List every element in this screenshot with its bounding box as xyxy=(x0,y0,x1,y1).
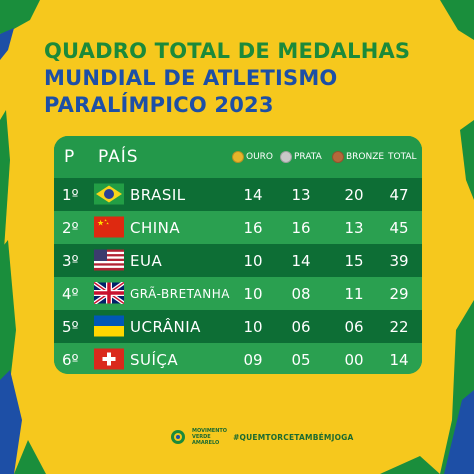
row-gold: 16 xyxy=(243,218,263,237)
row-gold: 10 xyxy=(243,251,263,270)
row-bronze: 00 xyxy=(344,350,364,369)
svg-text:★: ★ xyxy=(106,222,109,226)
row-total: 29 xyxy=(389,284,409,303)
row-position: 6º xyxy=(62,350,79,369)
table-row: 1º BRASIL 14 13 20 47 xyxy=(54,178,422,211)
row-total: 39 xyxy=(389,251,409,270)
hashtag: #QUEMTORCETAMBÉMJOGA xyxy=(233,432,354,442)
usa-flag-icon xyxy=(94,249,124,271)
table-header: P PAÍS OURO PRATA BRONZE TOTAL xyxy=(54,136,422,178)
footer: MOVIMENTO VERDE AMARELO #QUEMTORCETAMBÉM… xyxy=(170,428,354,446)
svg-text:★: ★ xyxy=(104,219,107,223)
header-bronze: BRONZE xyxy=(332,136,384,178)
table-row: 5º UCRÂNIA 10 06 06 22 xyxy=(54,310,422,343)
row-country: SUÍÇA xyxy=(130,350,179,369)
silver-medal-icon xyxy=(280,151,292,163)
row-total: 45 xyxy=(389,218,409,237)
row-country: UCRÂNIA xyxy=(130,317,201,336)
row-silver: 08 xyxy=(291,284,311,303)
row-silver: 14 xyxy=(291,251,311,270)
uk-flag-icon xyxy=(94,282,124,304)
header-silver: PRATA xyxy=(280,136,322,178)
gold-medal-icon xyxy=(232,151,244,163)
row-total: 47 xyxy=(389,185,409,204)
row-total: 14 xyxy=(389,350,409,369)
logo-icon xyxy=(171,430,185,444)
row-gold: 09 xyxy=(243,350,263,369)
header-country: PAÍS xyxy=(98,147,139,167)
row-gold: 10 xyxy=(243,284,263,303)
title-line-1: QUADRO TOTAL DE MEDALHAS xyxy=(44,39,411,63)
medal-table: P PAÍS OURO PRATA BRONZE TOTAL 1º BRASIL… xyxy=(54,136,422,374)
header-gold-label: OURO xyxy=(246,152,274,162)
row-position: 5º xyxy=(62,317,79,336)
row-position: 1º xyxy=(62,185,79,204)
logo-line-3: AMARELO xyxy=(192,440,220,446)
row-gold: 14 xyxy=(243,185,263,204)
header-position: P xyxy=(64,147,75,167)
title-line-2: MUNDIAL DE ATLETISMO xyxy=(44,66,338,90)
row-silver: 06 xyxy=(291,317,311,336)
header-silver-label: PRATA xyxy=(294,152,322,162)
logo-text: MOVIMENTO VERDE AMARELO xyxy=(192,428,227,446)
bronze-medal-icon xyxy=(332,151,344,163)
row-position: 3º xyxy=(62,251,79,270)
switzerland-flag-icon xyxy=(94,348,124,370)
logo-line-2: VERDE xyxy=(192,434,211,440)
row-bronze: 20 xyxy=(344,185,364,204)
logo-line-1: MOVIMENTO xyxy=(192,428,228,434)
row-country: GRÃ-BRETANHA xyxy=(130,286,230,301)
ukraine-flag-icon xyxy=(94,315,124,337)
row-silver: 16 xyxy=(291,218,311,237)
china-flag-icon: ★ ★ ★ xyxy=(94,216,124,238)
row-bronze: 06 xyxy=(344,317,364,336)
row-country: BRASIL xyxy=(130,185,186,204)
table-row: 4º GRÃ-BRETANHA 10 08 11 29 xyxy=(54,277,422,310)
row-total: 22 xyxy=(389,317,409,336)
row-bronze: 13 xyxy=(344,218,364,237)
row-gold: 10 xyxy=(243,317,263,336)
row-position: 4º xyxy=(62,284,79,303)
title-line-3: PARALÍMPICO 2023 xyxy=(44,93,274,117)
header-gold: OURO xyxy=(232,136,273,178)
header-bronze-label: BRONZE xyxy=(346,152,385,162)
brazil-flag-icon xyxy=(94,183,124,205)
table-row: 6º SUÍÇA 09 05 00 14 xyxy=(54,343,422,374)
table-row: 3º EUA 10 14 15 39 xyxy=(54,244,422,277)
page-title: QUADRO TOTAL DE MEDALHAS MUNDIAL DE ATLE… xyxy=(44,38,410,119)
row-country: EUA xyxy=(130,251,163,270)
row-position: 2º xyxy=(62,218,79,237)
row-silver: 05 xyxy=(291,350,311,369)
row-bronze: 11 xyxy=(344,284,364,303)
svg-text:★: ★ xyxy=(97,219,104,228)
table-row: 2º ★ ★ ★ CHINA 16 16 13 45 xyxy=(54,211,422,244)
row-country: CHINA xyxy=(130,218,181,237)
header-total: TOTAL xyxy=(388,152,417,162)
row-bronze: 15 xyxy=(344,251,364,270)
row-silver: 13 xyxy=(291,185,311,204)
